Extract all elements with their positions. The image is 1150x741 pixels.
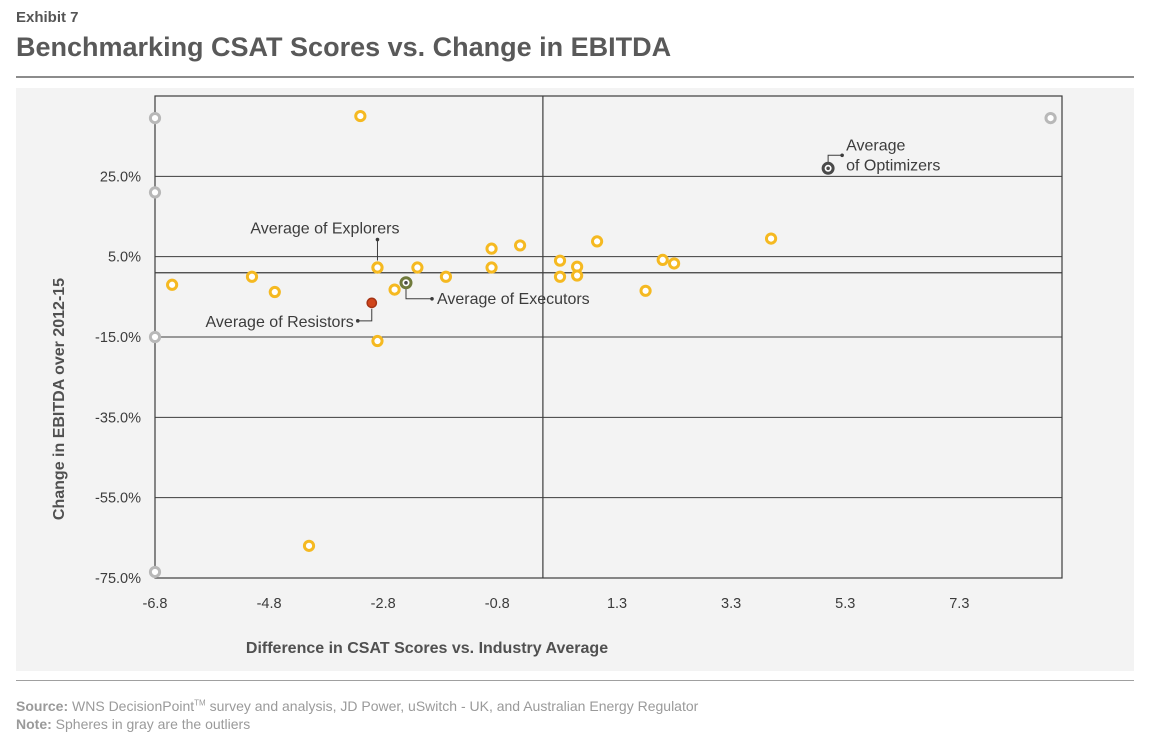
data-point (245, 270, 259, 283)
data-point (371, 334, 384, 348)
outlier-point (148, 186, 162, 199)
data-point (485, 242, 498, 255)
data-point (590, 235, 604, 248)
optimizers-label-line1: Average (846, 137, 905, 154)
y-tick-label: 5.0% (108, 250, 141, 266)
data-point (302, 539, 316, 552)
page-title: Benchmarking CSAT Scores vs. Change in E… (16, 32, 672, 62)
x-axis-title: Difference in CSAT Scores vs. Industry A… (246, 640, 608, 657)
executors-leader (405, 288, 432, 300)
data-point (388, 283, 401, 296)
title-divider (16, 76, 1134, 78)
y-tick-label: -75.0% (95, 571, 141, 587)
data-point (439, 270, 453, 283)
x-tick-label: -2.8 (371, 596, 396, 612)
outlier-point (148, 111, 162, 125)
explorers-label: Average of Explorers (250, 221, 399, 238)
tick-labels: 25.0% 5.0% -15.0% -35.0% -55.0% -75.0%-6.8 -4.… (95, 169, 969, 612)
data-point (553, 254, 567, 267)
data-point (268, 285, 281, 299)
optimizers-label-line2: of Optimizers (846, 157, 940, 174)
resistors-leader-dot (355, 319, 360, 323)
note-label: Note: (16, 716, 52, 732)
note-text: Spheres in gray are the outliers (55, 716, 251, 732)
data-point (764, 232, 778, 245)
y-tick-label: 25.0% (100, 169, 141, 185)
x-tick-label: -4.8 (257, 596, 282, 612)
resistors-leader (357, 308, 373, 322)
y-tick-label: -55.0% (95, 491, 141, 507)
resistors-label: Average of Resistors (206, 314, 354, 331)
y-tick-label: -35.0% (95, 410, 141, 426)
data-point (485, 261, 498, 274)
optimizers-average-center (826, 166, 830, 171)
x-tick-label: 1.3 (607, 596, 627, 612)
data-point (639, 284, 652, 297)
outlier-point (1044, 111, 1057, 125)
executors-label: Average of Executors (437, 291, 590, 308)
source-text: WNS DecisionPoint (72, 698, 195, 714)
explorers-average-point (371, 261, 384, 274)
data-point (513, 239, 527, 252)
data-point (553, 270, 567, 283)
data-point (166, 278, 179, 291)
exhibit-label: Exhibit 7 (16, 9, 79, 26)
data-point (656, 253, 669, 266)
source-label: Source: (16, 698, 69, 714)
data-point (354, 109, 367, 123)
footer-divider (16, 680, 1134, 681)
outlier-point (148, 330, 162, 344)
trademark-mark: TM (194, 698, 206, 708)
executors-leader-dot (430, 296, 434, 301)
x-tick-label: -6.8 (143, 596, 168, 612)
optimizers-leader (827, 154, 843, 163)
source-text-rest: survey and analysis, JD Power, uSwitch -… (205, 698, 699, 714)
x-tick-label: -0.8 (485, 596, 510, 612)
outlier-point (148, 565, 162, 579)
chart-background (16, 88, 1134, 671)
data-points (148, 109, 1057, 579)
scatter-chart: 25.0% 5.0% -15.0% -35.0% -55.0% -75.0%-6.8 -4.… (51, 95, 1063, 657)
resistors-average-point (366, 297, 378, 309)
data-point (668, 257, 681, 270)
y-axis-title: Change in EBITDA over 2012-15 (51, 278, 68, 520)
source-line: Source: WNS DecisionPointTM survey and a… (16, 697, 698, 715)
executors-average-center (404, 280, 408, 285)
note-line: Note: Spheres in gray are the outliers (16, 715, 698, 733)
data-point (571, 269, 584, 282)
explorers-leader-dot (375, 237, 380, 242)
annotation-layer: Average of Explorers Average of Resistors… (206, 137, 941, 331)
y-tick-label: -15.0% (95, 330, 141, 346)
x-tick-label: 3.3 (721, 596, 741, 612)
optimizers-leader-dot (840, 153, 844, 158)
data-point (411, 261, 424, 274)
x-tick-label: 5.3 (835, 596, 855, 612)
x-tick-label: 7.3 (949, 596, 969, 612)
footer: Source: WNS DecisionPointTM survey and a… (16, 697, 698, 733)
